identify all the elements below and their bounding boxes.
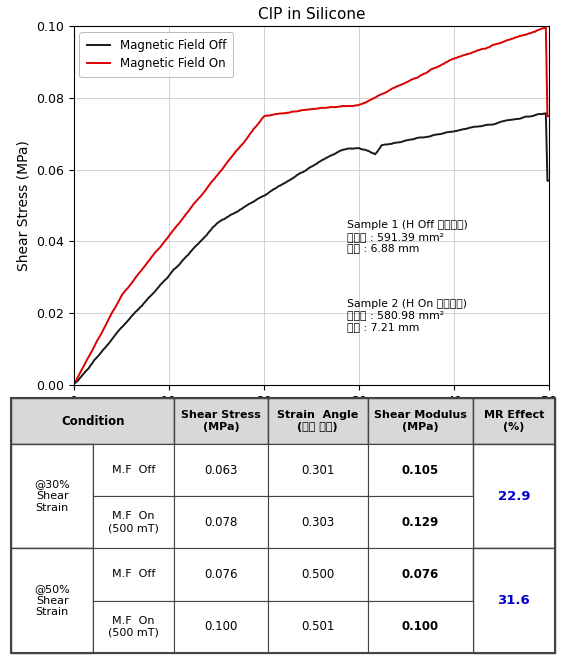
X-axis label: Shear Strain (%): Shear Strain (%) [254, 413, 368, 427]
Title: CIP in Silicone: CIP in Silicone [258, 7, 365, 22]
Text: @50%
Shear
Strain: @50% Shear Strain [34, 584, 70, 617]
Text: 22.9: 22.9 [498, 490, 530, 503]
Text: Condition: Condition [61, 415, 125, 428]
Y-axis label: Shear Stress (MPa): Shear Stress (MPa) [16, 140, 31, 271]
Text: 0.078: 0.078 [204, 516, 238, 529]
Text: 0.100: 0.100 [204, 620, 238, 633]
Magnetic Field Off [546, 176, 552, 184]
Text: Sample 2 (H On 측정사용)
단면적 : 580.98 mm²
두께 : 7.21 mm: Sample 2 (H On 측정사용) 단면적 : 580.98 mm² 두께… [347, 299, 467, 332]
Text: 0.076: 0.076 [204, 568, 238, 581]
Text: 0.303: 0.303 [301, 516, 335, 529]
Magnetic Field Off [428, 132, 435, 139]
Legend: Magnetic Field Off, Magnetic Field On: Magnetic Field Off, Magnetic Field On [79, 32, 233, 77]
Text: 0.500: 0.500 [301, 568, 335, 581]
Text: 0.063: 0.063 [204, 463, 238, 476]
Text: M.F  Off: M.F Off [112, 569, 155, 580]
Text: Sample 1 (H Off 측정사용)
단면적 : 591.39 mm²
두께 : 6.88 mm: Sample 1 (H Off 측정사용) 단면적 : 591.39 mm² 두… [347, 220, 468, 253]
Magnetic Field Off [388, 140, 395, 148]
Text: 0.129: 0.129 [402, 516, 439, 529]
Magnetic Field Off [350, 145, 357, 153]
Magnetic Field Off [155, 284, 161, 292]
Text: 31.6: 31.6 [498, 594, 530, 607]
Text: 0.301: 0.301 [301, 463, 335, 476]
Text: Shear Modulus
(MPa): Shear Modulus (MPa) [374, 410, 467, 432]
Text: Strain  Angle
(단위 없음): Strain Angle (단위 없음) [277, 410, 358, 432]
Magnetic Field On [192, 197, 199, 205]
Line: Magnetic Field Off: Magnetic Field Off [74, 113, 549, 384]
Text: MR Effect
(%): MR Effect (%) [484, 410, 544, 432]
Magnetic Field On [350, 102, 357, 110]
Magnetic Field Off [192, 242, 199, 250]
Magnetic Field Off [70, 380, 77, 388]
Magnetic Field Off [285, 177, 292, 185]
Magnetic Field On [388, 86, 395, 93]
Line: Magnetic Field On: Magnetic Field On [74, 27, 549, 383]
Text: M.F  Off: M.F Off [112, 465, 155, 475]
Magnetic Field On [428, 65, 435, 73]
Magnetic Field Off [542, 109, 549, 117]
Text: M.F  On
(500 mT): M.F On (500 mT) [108, 616, 159, 638]
Magnetic Field On [546, 112, 552, 120]
Magnetic Field On [285, 109, 292, 116]
Text: 0.100: 0.100 [402, 620, 439, 633]
Text: Shear Stress
(MPa): Shear Stress (MPa) [181, 410, 261, 432]
Text: 0.105: 0.105 [402, 463, 439, 476]
Text: 0.076: 0.076 [402, 568, 439, 581]
Text: @30%
Shear
Strain: @30% Shear Strain [34, 480, 70, 513]
Text: M.F  On
(500 mT): M.F On (500 mT) [108, 511, 159, 533]
Magnetic Field On [542, 23, 549, 31]
Text: 0.501: 0.501 [301, 620, 335, 633]
Magnetic Field On [155, 246, 161, 254]
Magnetic Field On [70, 379, 77, 387]
